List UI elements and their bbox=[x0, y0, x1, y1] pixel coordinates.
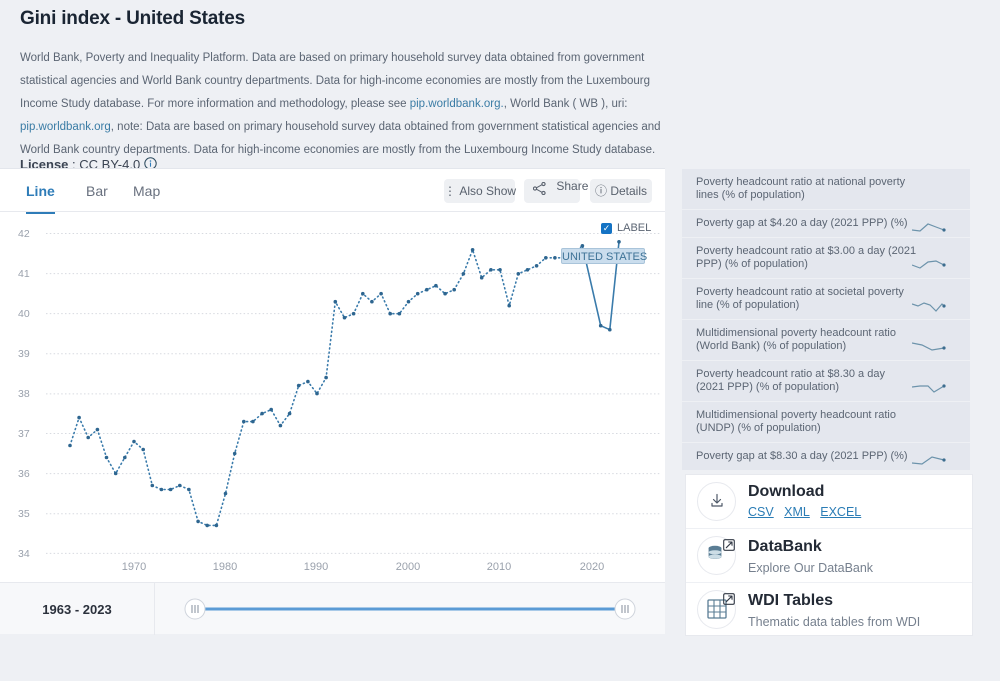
svg-text:37: 37 bbox=[18, 428, 30, 440]
svg-text:1980: 1980 bbox=[213, 561, 237, 573]
svg-text:1970: 1970 bbox=[122, 561, 146, 573]
svg-text:40: 40 bbox=[18, 308, 30, 320]
svg-text:2000: 2000 bbox=[396, 561, 420, 573]
svg-text:2010: 2010 bbox=[487, 561, 511, 573]
svg-text:39: 39 bbox=[18, 348, 30, 360]
svg-text:42: 42 bbox=[18, 228, 30, 240]
svg-text:34: 34 bbox=[18, 548, 30, 560]
svg-text:36: 36 bbox=[18, 468, 30, 480]
svg-text:1990: 1990 bbox=[304, 561, 328, 573]
svg-text:38: 38 bbox=[18, 388, 30, 400]
svg-text:2020: 2020 bbox=[580, 561, 604, 573]
svg-text:41: 41 bbox=[18, 268, 30, 280]
svg-text:35: 35 bbox=[18, 508, 30, 520]
